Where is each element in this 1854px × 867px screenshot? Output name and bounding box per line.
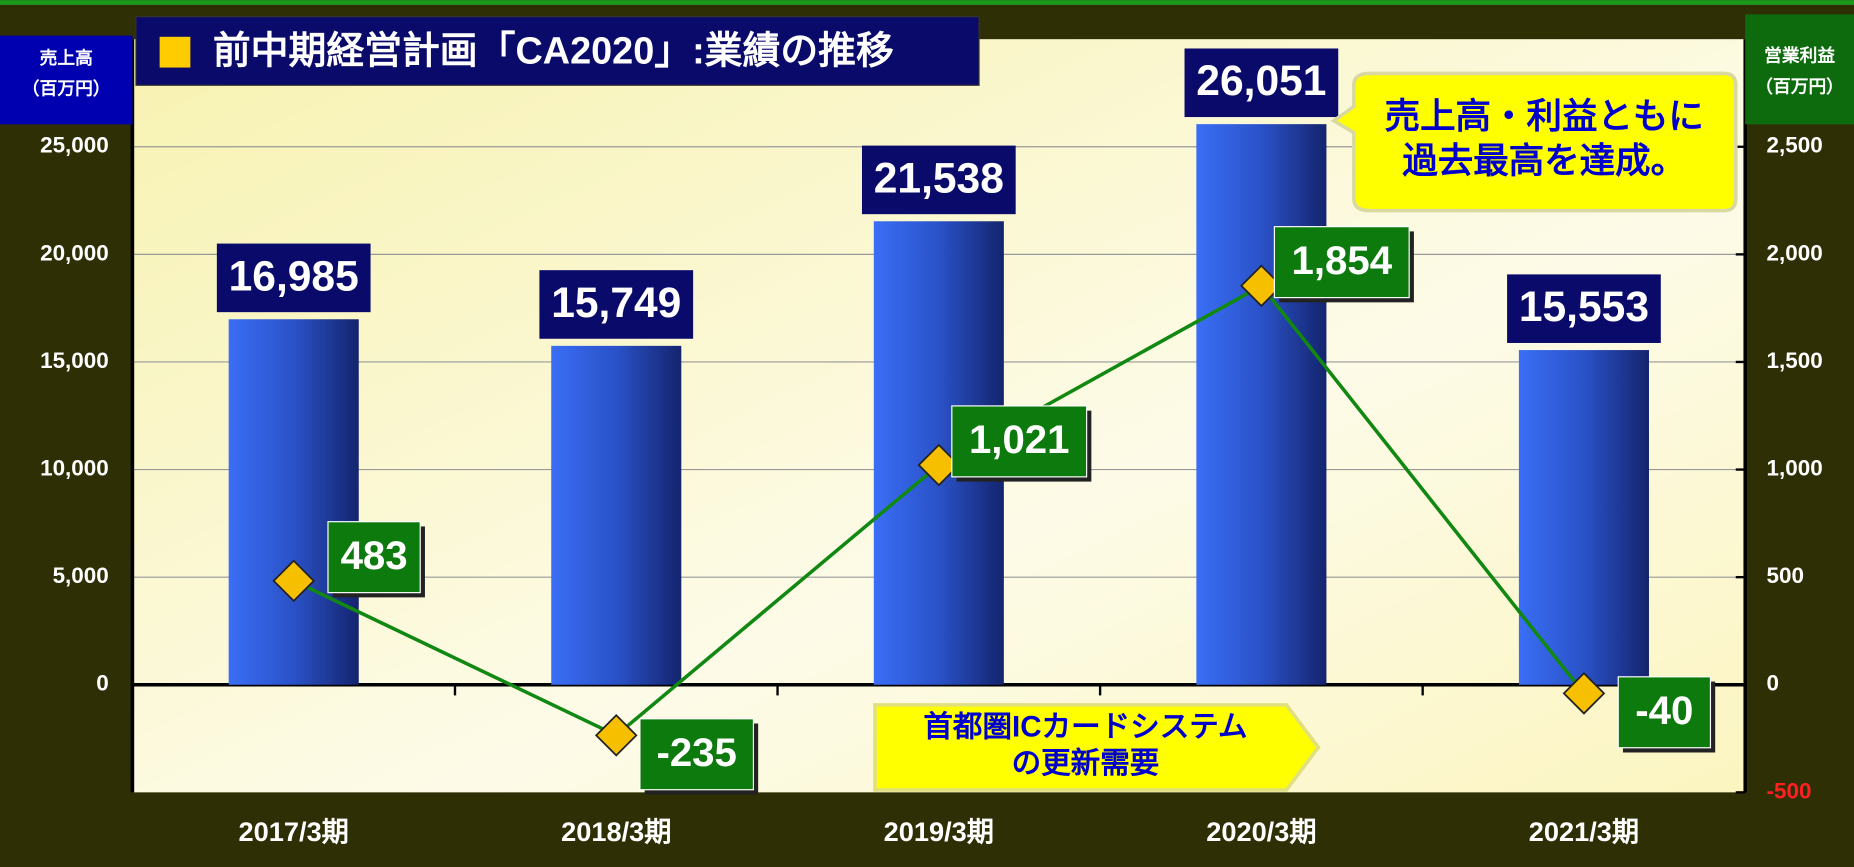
y-label-box <box>0 35 133 125</box>
callout-text: の更新需要 <box>1012 747 1160 780</box>
line-label-box <box>951 405 1088 478</box>
bar-label: 21,538 <box>874 154 1004 202</box>
top-bar <box>0 0 1854 5</box>
y2-tick-label: 500 <box>1767 563 1804 588</box>
y2-tick-label: 1,000 <box>1767 456 1823 481</box>
y-tick-label: 20,000 <box>40 240 109 265</box>
marker <box>1240 264 1283 308</box>
callout <box>1330 71 1738 213</box>
bar-label-box <box>1184 48 1339 118</box>
y-label: （百万円） <box>22 79 111 99</box>
line-label: 1,021 <box>969 417 1070 462</box>
y2-label-box <box>1745 14 1854 125</box>
x-tick-label: 2020/3期 <box>1206 816 1316 847</box>
y-tick-label: 10,000 <box>40 456 109 481</box>
x-tick-label: 2017/3期 <box>239 816 349 847</box>
y2-tick-label: -500 <box>1767 778 1812 803</box>
marker <box>917 443 961 487</box>
bar <box>1196 124 1327 685</box>
y2-tick-label: 2,000 <box>1767 240 1823 265</box>
bar-label-box <box>861 145 1016 215</box>
line-label: 483 <box>341 533 408 578</box>
bar-label: 15,553 <box>1519 283 1649 331</box>
chart-title: 前中期経営計画「CA2020」:業績の推移 <box>213 30 894 72</box>
callout-text: 首都圏ICカードシステム <box>923 710 1247 743</box>
bar-label: 16,985 <box>229 252 359 300</box>
bar-label-box <box>1507 274 1661 343</box>
line-label-box <box>1617 676 1712 749</box>
line-label-box <box>327 521 421 594</box>
bar-label-box <box>216 243 371 313</box>
bar <box>228 319 359 685</box>
y-label: 売上高 <box>40 47 93 68</box>
line-label-box <box>1273 226 1410 299</box>
callout-arrow <box>873 703 1321 792</box>
bar <box>1518 350 1649 685</box>
line-label: -235 <box>656 730 736 775</box>
y-tick-label: 0 <box>96 671 109 696</box>
x-tick-label: 2018/3期 <box>561 816 671 847</box>
title-icon <box>159 36 191 68</box>
line-label: 1,854 <box>1291 238 1392 283</box>
bar-label: 26,051 <box>1196 57 1326 105</box>
callout-text: 過去最高を達成。 <box>1402 141 1686 181</box>
marker <box>594 714 638 757</box>
y2-tick-label: 0 <box>1767 671 1780 696</box>
title-box <box>135 16 980 86</box>
y2-tick-label: 2,500 <box>1767 133 1823 158</box>
y2-label: 営業利益 <box>1764 45 1835 66</box>
marker <box>1562 672 1606 715</box>
y-tick-label: 15,000 <box>40 348 109 373</box>
line-label-box <box>639 718 755 791</box>
line-label: -40 <box>1635 688 1693 733</box>
bar <box>551 345 682 685</box>
x-tick-label: 2019/3期 <box>884 816 994 847</box>
y-tick-label: 25,000 <box>40 133 109 158</box>
bar-label: 15,749 <box>551 279 681 327</box>
x-tick-label: 2021/3期 <box>1529 816 1639 847</box>
y2-tick-label: 1,500 <box>1767 348 1823 373</box>
bar-label-box <box>539 270 694 339</box>
y-tick-label: 5,000 <box>53 563 109 588</box>
callout-text: 売上高・利益ともに <box>1385 96 1704 136</box>
marker <box>272 559 316 603</box>
y2-label: （百万円） <box>1755 76 1844 96</box>
